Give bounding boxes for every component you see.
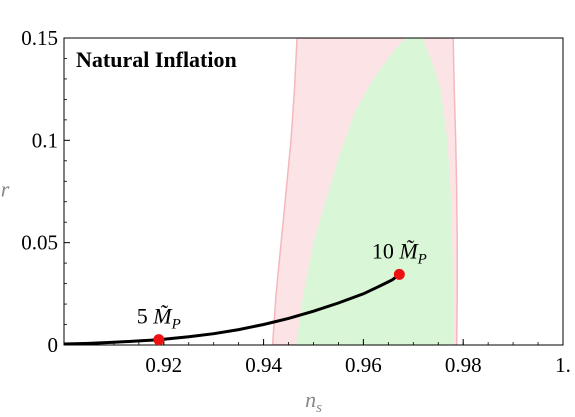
y-tick-label: 0.15 [21, 26, 58, 50]
inner-contour-region [296, 38, 454, 345]
x-tick-label: 0.96 [345, 353, 382, 377]
chart-title: Natural Inflation [76, 47, 237, 72]
points-layer: 5 M̃P 10 M̃P [137, 238, 427, 346]
point-label: 5 M̃P [137, 304, 181, 333]
y-axis-label: r [1, 177, 10, 202]
x-tick-label: 0.92 [145, 353, 182, 377]
y-tick-label: 0.05 [21, 231, 58, 255]
x-tick-label: 0.98 [445, 353, 482, 377]
confidence-regions [271, 38, 458, 345]
y-tick-label: 0.1 [32, 128, 58, 152]
marker-point [393, 268, 405, 280]
x-axis-label: ns [305, 387, 322, 416]
ticks-layer: 0.92 0.94 0.96 0.98 1. 0 0.05 0.1 0.15 [21, 26, 571, 377]
x-tick-label: 0.94 [245, 353, 282, 377]
series-layer [64, 272, 401, 345]
point-label: 10 M̃P [372, 238, 427, 267]
series-line-0 [64, 272, 401, 345]
marker-point [153, 334, 165, 346]
y-tick-label: 0 [48, 333, 59, 357]
x-tick-label: 1. [555, 353, 571, 377]
